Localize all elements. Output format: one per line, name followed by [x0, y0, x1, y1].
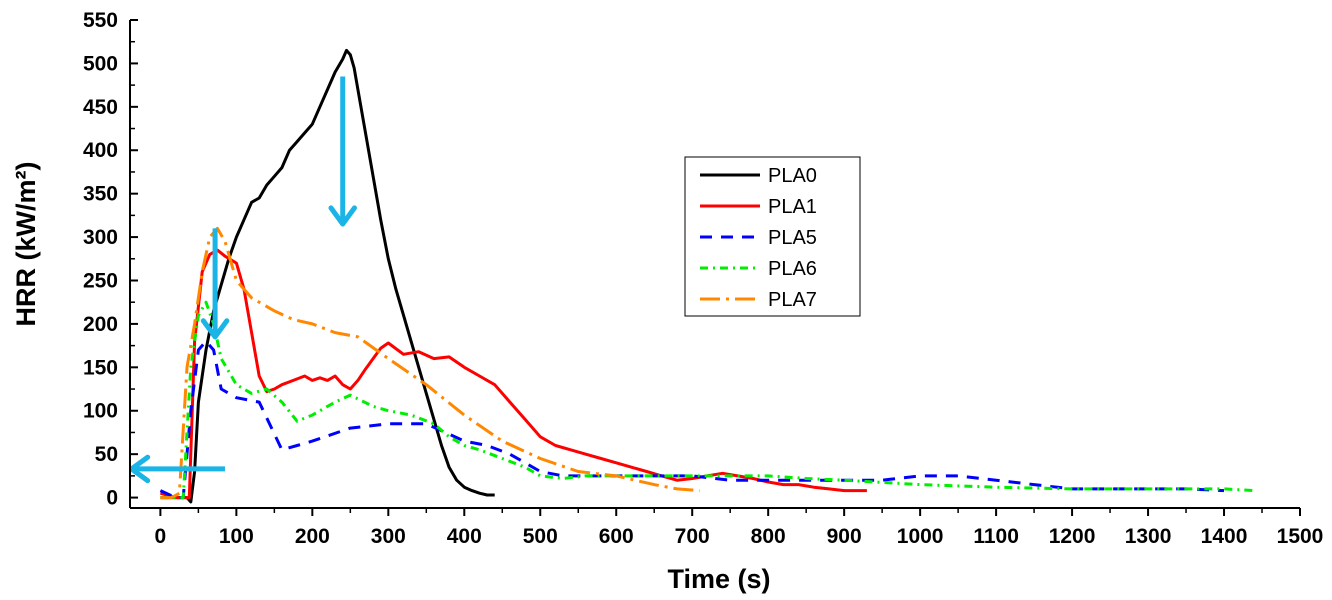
x-tick-label: 600 [599, 525, 634, 548]
legend-label: PLA5 [768, 227, 817, 249]
x-tick-label: 1500 [1277, 525, 1324, 548]
annotation-layer [129, 76, 357, 484]
arrow-head [328, 205, 357, 227]
x-tick-label: 1300 [1125, 525, 1172, 548]
x-tick-label: 1100 [973, 525, 1019, 548]
legend-item-pla6: PLA6 [700, 258, 817, 280]
y-tick-label: 500 [83, 52, 118, 75]
series-line-pla6 [160, 300, 1255, 500]
y-tick-label: 100 [83, 400, 118, 423]
annotation-arrow-2 [200, 228, 230, 340]
x-tick-label: 300 [371, 525, 406, 548]
annotation-arrow-1 [328, 76, 357, 227]
y-tick-label: 150 [83, 356, 118, 379]
arrow-head [129, 454, 151, 484]
axes-layer: 0 50 100 150 200 250 300 350 400 450 500 550 0 100 200… [83, 9, 1323, 548]
x-tick-label: 700 [675, 525, 710, 548]
series-line-pla7 [160, 226, 700, 500]
x-tick-label: 1000 [897, 525, 944, 548]
y-tick-label: 250 [83, 269, 118, 292]
legend-item-pla5: PLA5 [700, 227, 817, 249]
legend-label: PLA1 [768, 196, 817, 218]
x-tick-label: 200 [295, 525, 330, 548]
legend-label: PLA0 [768, 165, 817, 187]
legend-label: PLA6 [768, 258, 817, 280]
x-tick-label: 800 [751, 525, 786, 548]
series-line-pla0 [160, 48, 495, 504]
y-axis-title: HRR (kW/m²) [11, 162, 41, 327]
series-line-pla5 [159, 339, 1225, 500]
y-tick-label: 350 [83, 183, 118, 206]
x-tick-label: 900 [827, 525, 862, 548]
x-tick-label: 1400 [1201, 525, 1248, 548]
annotation-arrow-3 [129, 454, 225, 484]
legend-box [684, 156, 861, 317]
legend-label: PLA7 [768, 289, 817, 311]
y-tick-label: 300 [83, 226, 118, 249]
arrow-head [200, 318, 230, 340]
legend-item-pla0: PLA0 [700, 165, 817, 187]
x-tick-label: 500 [523, 525, 558, 548]
y-tick-label: 50 [95, 443, 118, 466]
x-tick-label: 0 [155, 525, 167, 548]
legend: PLA0 PLA1 PLA5 PLA6 PLA7 [684, 156, 861, 317]
y-tick-label: 550 [83, 9, 118, 32]
series-layer [159, 48, 1255, 504]
legend-item-pla1: PLA1 [700, 196, 817, 218]
x-tick-label: 400 [447, 525, 482, 548]
y-tick-label: 0 [106, 487, 118, 510]
y-tick-label: 400 [83, 139, 118, 162]
x-tick-label: 100 [219, 525, 254, 548]
y-tick-label: 200 [83, 313, 118, 336]
y-tick-label: 450 [83, 96, 118, 119]
legend-item-pla7: PLA7 [700, 289, 817, 311]
x-tick-label: 1200 [1049, 525, 1096, 548]
x-axis-title: Time (s) [667, 564, 770, 594]
